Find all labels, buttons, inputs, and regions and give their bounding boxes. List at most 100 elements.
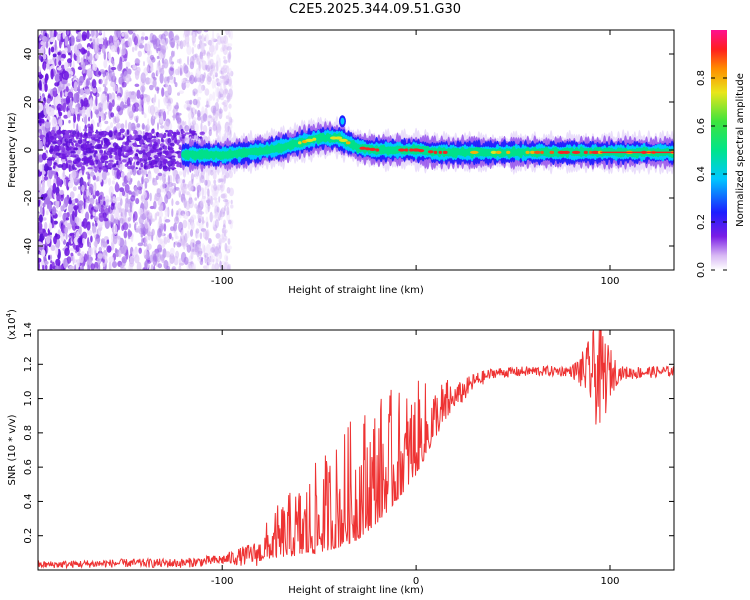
spectrogram-noise-cell	[93, 232, 97, 239]
spectrogram-noise-cell	[181, 121, 186, 126]
spectrogram-noise-cell	[222, 65, 226, 76]
spectrogram-noise-cell	[192, 116, 197, 125]
spectrogram-noise-cell	[215, 78, 220, 83]
spectrogram-noise-cell	[212, 74, 215, 80]
spectrogram-noise-cell	[108, 64, 111, 75]
spectrogram-noise-cell	[215, 123, 222, 133]
spectrogram-noise-cell	[70, 108, 75, 114]
spectrogram-peak-cell	[562, 150, 571, 154]
spectrogram-noise-cell	[134, 223, 137, 231]
spectrogram-noise-cell	[144, 219, 149, 229]
spectrogram-noise-cell	[159, 73, 164, 84]
spectrogram-noise-cell	[217, 120, 221, 131]
spectrogram-noise-cell	[220, 66, 224, 71]
spectrogram-noise-cell	[67, 180, 74, 189]
spectrogram-x-tick-label: -100	[211, 276, 234, 287]
spectrogram-noise-cell	[53, 135, 58, 138]
spectrogram-noise-cell	[162, 139, 165, 143]
spectrogram-noise-cell	[215, 63, 219, 73]
spectrogram-noise-cell	[163, 58, 169, 69]
spectrogram-noise-cell	[89, 155, 93, 159]
spectrogram-noise-cell	[218, 57, 221, 68]
spectrogram-noise-cell	[41, 249, 46, 257]
spectrogram-noise-cell	[89, 38, 93, 42]
spectrogram-noise-cell	[38, 257, 42, 263]
spectrogram-peak-cell	[339, 138, 348, 142]
spectrogram-noise-cell	[87, 50, 90, 57]
spectrogram-noise-cell	[201, 33, 205, 44]
spectrogram-noise-cell	[222, 89, 229, 95]
spectrogram-noise-cell	[147, 50, 151, 56]
spectrogram-noise-cell	[82, 143, 88, 149]
spectrogram-noise-cell	[229, 118, 234, 123]
spectrogram-noise-cell	[189, 128, 192, 134]
spectrogram-noise-cell	[164, 219, 171, 223]
spectrogram-noise-cell	[144, 36, 149, 41]
spectrogram-noise-cell	[109, 122, 114, 128]
spectrogram-noise-cell	[76, 38, 81, 43]
spectrogram-noise-cell	[165, 251, 171, 258]
spectrogram-noise-cell	[163, 121, 170, 132]
spectrogram-noise-cell	[99, 194, 103, 200]
spectrogram-noise-cell	[67, 142, 70, 147]
spectrogram-noise-cell	[161, 64, 165, 70]
spectrogram-noise-cell	[94, 42, 97, 52]
spectrogram-noise-cell	[219, 75, 225, 79]
spectrogram-noise-cell	[218, 110, 223, 120]
spectrogram-noise-cell	[98, 115, 102, 125]
spectrogram-noise-cell	[151, 228, 155, 236]
spectrogram-noise-cell	[41, 180, 45, 190]
spectrogram-noise-cell	[38, 80, 42, 90]
spectrogram-noise-cell	[110, 92, 116, 103]
spectrogram-noise-cell	[220, 67, 225, 77]
spectrogram-noise-cell	[79, 242, 84, 249]
spectrogram-noise-cell	[39, 35, 43, 39]
spectrogram-noise-cell	[229, 30, 233, 40]
spectrogram-peak-cell	[375, 148, 380, 152]
spectrogram-noise-cell	[95, 54, 99, 59]
spectrogram-noise-cell	[130, 165, 135, 170]
spectrogram-noise-cell	[136, 261, 142, 270]
spectrogram-noise-cell	[221, 207, 225, 213]
colorbar-tick-label: 0.8	[696, 70, 707, 86]
spectrogram-noise-cell	[45, 235, 51, 245]
spectrogram-noise-cell	[215, 127, 219, 136]
spectrogram-noise-cell	[84, 138, 87, 145]
spectrogram-noise-cell	[90, 145, 95, 149]
spectrogram-noise-cell	[120, 73, 123, 78]
spectrogram-noise-cell	[66, 30, 70, 36]
spectrogram-noise-cell	[197, 96, 202, 101]
snr-y-ticks: 0.2 0.4 0.6 0.8 1.0 1.2 1.4	[23, 322, 674, 544]
snr-scale-exponent: 4	[5, 312, 13, 317]
spectrogram-noise-cell	[73, 205, 79, 211]
spectrogram-noise-cell	[52, 53, 57, 58]
spectrogram-noise-cell	[81, 231, 88, 240]
spectrogram-noise-cell	[108, 256, 115, 263]
spectrogram-noise-cell	[221, 102, 226, 105]
spectrogram-noise-cell	[194, 109, 197, 115]
spectrogram-noise-cell	[222, 229, 228, 234]
spectrogram-noise-cell	[134, 153, 139, 157]
spectrogram-noise-cell	[104, 111, 108, 115]
spectrogram-noise-cell	[52, 182, 57, 194]
spectrogram-noise-cell	[130, 195, 136, 202]
spectrogram-noise-cell	[103, 252, 106, 260]
spectrogram-noise-cell	[183, 63, 187, 71]
spectrogram-noise-cell	[219, 260, 222, 268]
spectrogram-noise-cell	[100, 139, 104, 146]
spectrogram-noise-cell	[86, 221, 91, 231]
spectrogram-noise-cell	[174, 138, 178, 144]
spectrogram-noise-cell	[216, 54, 220, 64]
spectrogram-noise-cell	[222, 35, 228, 45]
spectrogram-noise-cell	[75, 49, 81, 57]
spectrogram-noise-cell	[108, 131, 113, 138]
spectrogram-noise-cell	[104, 78, 108, 86]
spectrogram-noise-cell	[219, 251, 223, 260]
spectrogram-blob-core	[340, 117, 345, 125]
spectrogram-noise-cell	[57, 141, 61, 145]
spectrogram-noise-cell	[153, 145, 157, 151]
spectrogram-noise-cell	[152, 218, 155, 222]
spectrogram-noise-cell	[51, 132, 57, 135]
spectrogram-noise-cell	[142, 154, 148, 160]
spectrogram-noise-cell	[141, 32, 145, 37]
